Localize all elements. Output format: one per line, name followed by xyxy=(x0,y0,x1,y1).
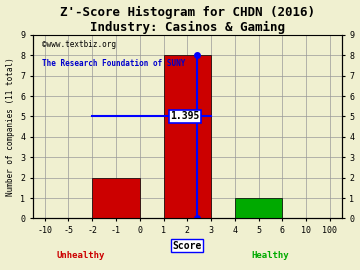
Bar xyxy=(92,178,140,218)
Title: Z'-Score Histogram for CHDN (2016)
Industry: Casinos & Gaming: Z'-Score Histogram for CHDN (2016) Indus… xyxy=(60,6,315,34)
Bar xyxy=(163,55,211,218)
Bar xyxy=(235,198,282,218)
Text: The Research Foundation of SUNY: The Research Foundation of SUNY xyxy=(42,59,185,68)
Text: 1.395: 1.395 xyxy=(170,112,199,122)
Y-axis label: Number of companies (11 total): Number of companies (11 total) xyxy=(5,57,14,196)
Text: Unhealthy: Unhealthy xyxy=(56,251,104,260)
Text: Healthy: Healthy xyxy=(252,251,289,260)
X-axis label: Score: Score xyxy=(172,241,202,251)
Text: ©www.textbiz.org: ©www.textbiz.org xyxy=(42,40,116,49)
